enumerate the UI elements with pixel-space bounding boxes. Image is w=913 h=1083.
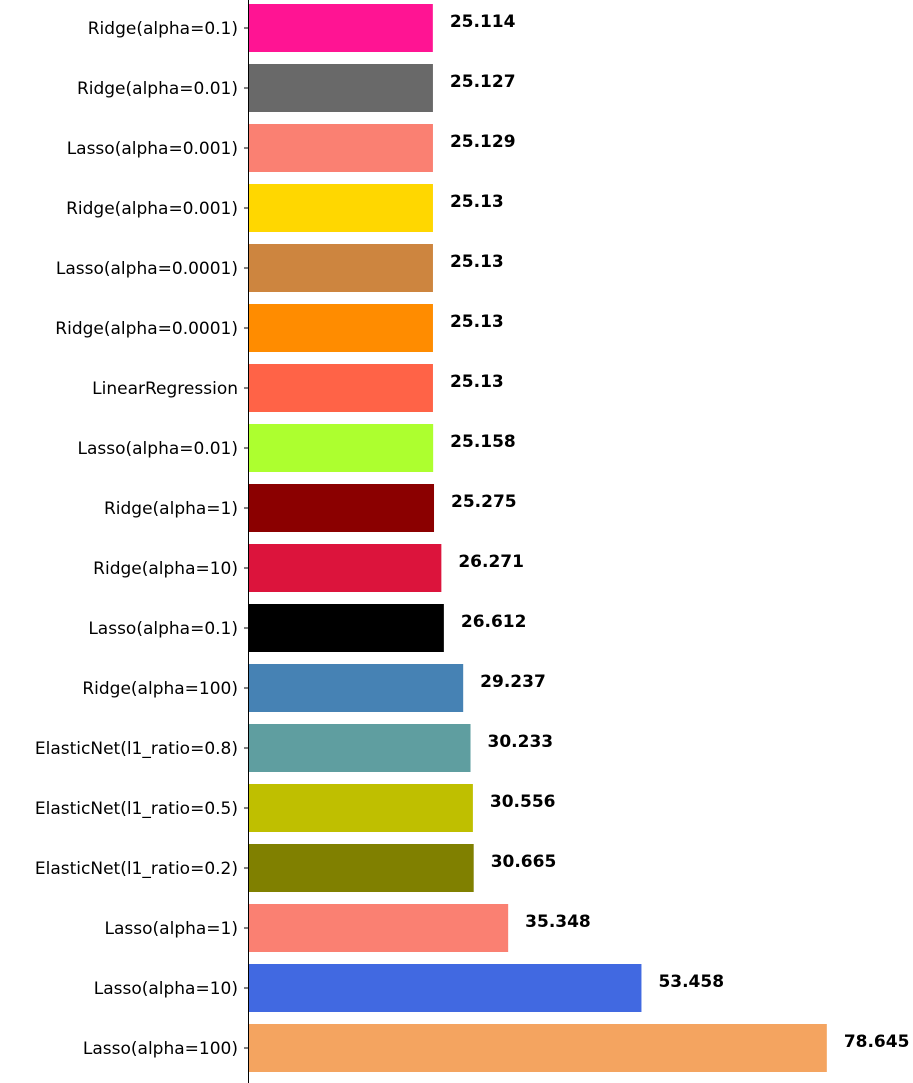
bar xyxy=(248,484,435,532)
bars-layer xyxy=(244,4,827,1072)
bar xyxy=(248,604,444,652)
y-tick-label: Ridge(alpha=0.001) xyxy=(66,199,238,219)
bar-value-label: 25.275 xyxy=(451,492,517,512)
bar xyxy=(248,724,471,772)
bar-value-label: 25.129 xyxy=(450,132,516,152)
y-tick-label: Lasso(alpha=0.1) xyxy=(88,619,238,639)
y-tick-label: Ridge(alpha=0.0001) xyxy=(55,319,238,339)
bar-value-label: 78.645 xyxy=(844,1032,910,1052)
bar xyxy=(248,304,433,352)
y-tick-label: Lasso(alpha=10) xyxy=(94,979,238,999)
y-tick-label: Lasso(alpha=0.01) xyxy=(78,439,239,459)
y-tick-label: Ridge(alpha=100) xyxy=(82,679,238,699)
bar xyxy=(248,544,442,592)
y-tick-label: Lasso(alpha=0.0001) xyxy=(56,259,238,279)
y-tick-label: Ridge(alpha=1) xyxy=(104,499,238,519)
y-tick-label: Ridge(alpha=0.1) xyxy=(88,19,238,39)
y-tick-label: Ridge(alpha=0.01) xyxy=(77,79,238,99)
bar xyxy=(248,1024,827,1072)
bar-value-label: 53.458 xyxy=(658,972,724,992)
y-tick-label: Lasso(alpha=0.001) xyxy=(67,139,238,159)
bar-value-label: 25.13 xyxy=(450,252,504,272)
bar xyxy=(248,844,474,892)
bar xyxy=(248,4,433,52)
bar xyxy=(248,184,433,232)
bar-value-label: 30.665 xyxy=(491,852,557,872)
y-tick-label: Lasso(alpha=1) xyxy=(105,919,238,939)
y-tick-label: Lasso(alpha=100) xyxy=(83,1039,238,1059)
bar-value-label: 25.158 xyxy=(450,432,516,452)
bar-value-label: 25.13 xyxy=(450,372,504,392)
labels-layer: Ridge(alpha=0.1) 25.114 Ridge(alpha=0.01) 2… xyxy=(35,12,910,1059)
bar-value-label: 25.13 xyxy=(450,192,504,212)
bar xyxy=(248,364,433,412)
bar xyxy=(248,124,433,172)
bar-value-label: 30.233 xyxy=(488,732,554,752)
bar-value-label: 26.612 xyxy=(461,612,527,632)
bar-value-label: 29.237 xyxy=(480,672,546,692)
bar xyxy=(248,244,433,292)
y-tick-label: ElasticNet(l1_ratio=0.8) xyxy=(35,739,238,759)
bar xyxy=(248,664,464,712)
bar-value-label: 35.348 xyxy=(525,912,591,932)
bar-value-label: 30.556 xyxy=(490,792,556,812)
bar xyxy=(248,784,473,832)
bar-value-label: 25.127 xyxy=(450,72,516,92)
bar-value-label: 25.13 xyxy=(450,312,504,332)
bar-value-label: 26.271 xyxy=(458,552,524,572)
bar-value-label: 25.114 xyxy=(450,12,516,32)
bar xyxy=(248,64,433,112)
bar xyxy=(248,424,434,472)
y-tick-label: LinearRegression xyxy=(92,379,238,399)
y-tick-label: ElasticNet(l1_ratio=0.2) xyxy=(35,859,238,879)
bar xyxy=(248,964,642,1012)
y-tick-label: ElasticNet(l1_ratio=0.5) xyxy=(35,799,238,819)
y-tick-label: Ridge(alpha=10) xyxy=(93,559,238,579)
bar xyxy=(248,904,509,952)
